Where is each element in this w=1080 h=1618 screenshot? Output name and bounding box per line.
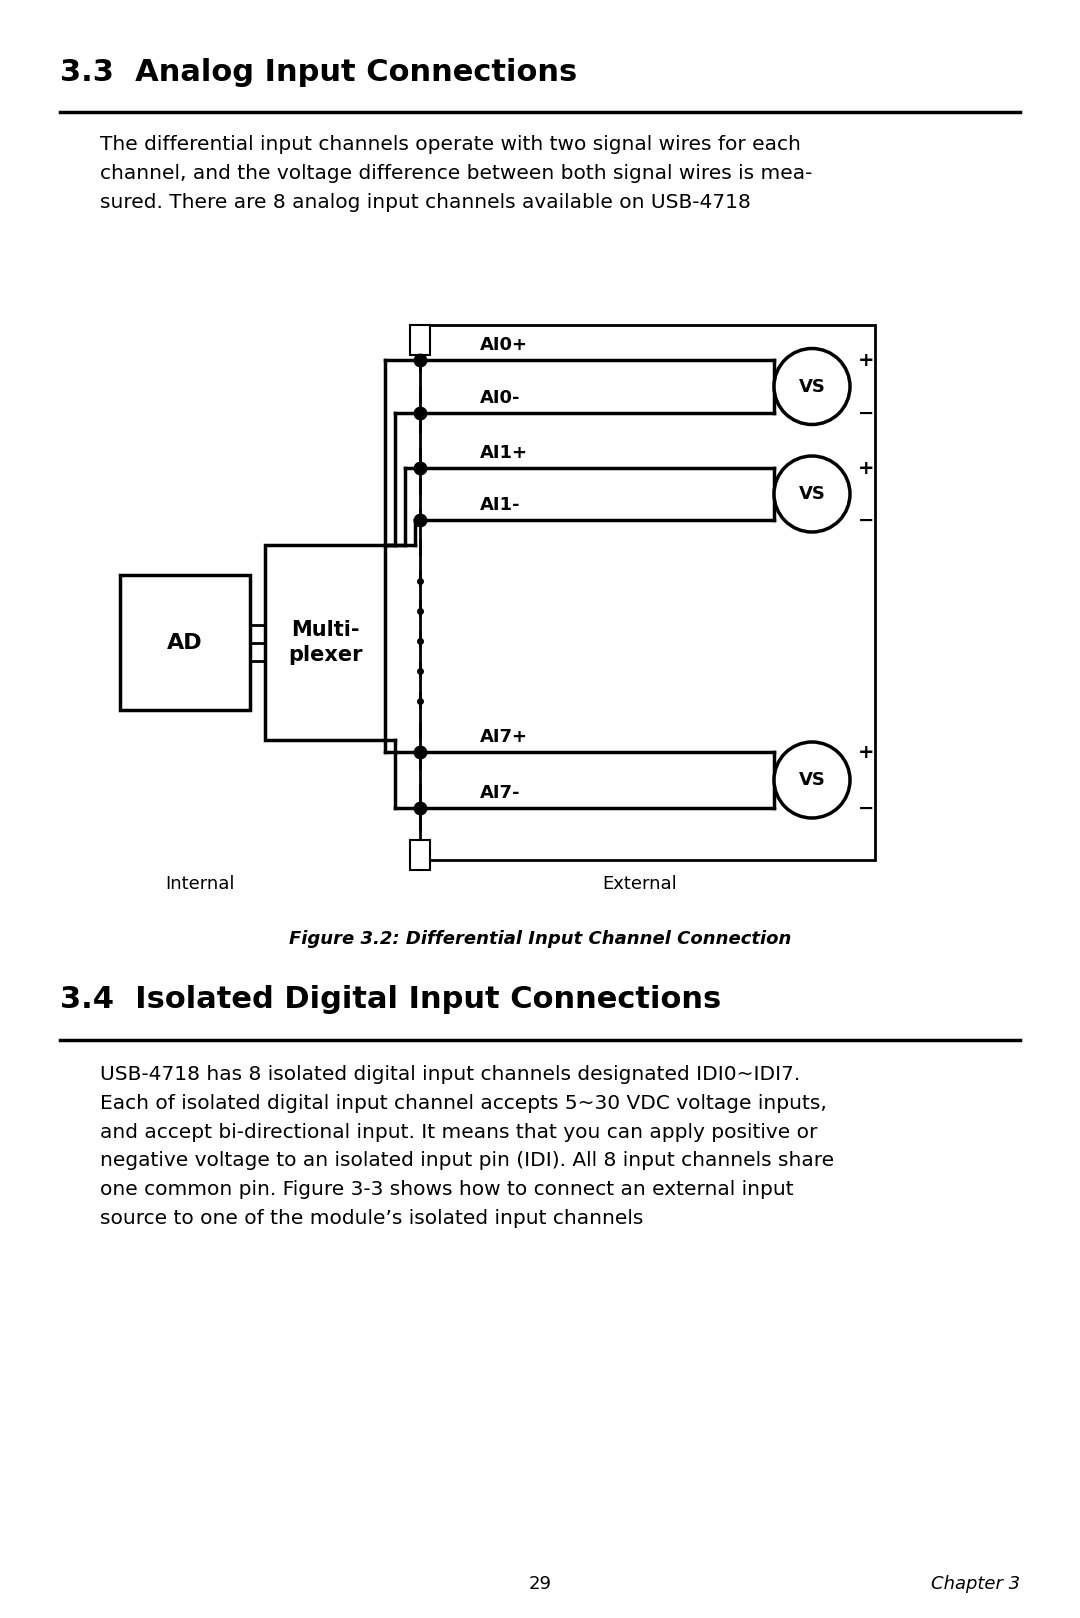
Bar [410, 325, 430, 354]
Text: AI0-: AI0- [480, 388, 521, 408]
Circle shape [774, 743, 850, 819]
Bar [265, 545, 384, 739]
Text: Internal: Internal [165, 875, 234, 893]
Circle shape [774, 456, 850, 532]
Text: −: − [858, 403, 875, 422]
Text: +: + [858, 458, 875, 477]
Text: 29: 29 [528, 1574, 552, 1594]
Text: AD: AD [167, 633, 203, 652]
Text: The differential input channels operate with two signal wires for each
channel, : The differential input channels operate … [100, 134, 812, 212]
Text: USB-4718 has 8 isolated digital input channels designated IDI0~IDI7.
Each of iso: USB-4718 has 8 isolated digital input ch… [100, 1065, 834, 1228]
Text: AI0+: AI0+ [480, 337, 528, 354]
Text: −: − [858, 799, 875, 817]
Circle shape [774, 348, 850, 424]
Text: Chapter 3: Chapter 3 [931, 1574, 1020, 1594]
Bar [420, 325, 875, 861]
Text: AI1-: AI1- [480, 497, 521, 515]
Text: Multi-
plexer: Multi- plexer [287, 620, 362, 665]
Text: 3.4  Isolated Digital Input Connections: 3.4 Isolated Digital Input Connections [60, 985, 721, 1014]
Bar [120, 574, 249, 710]
Text: AI7+: AI7+ [480, 728, 528, 746]
Text: VS: VS [798, 377, 825, 395]
Text: VS: VS [798, 772, 825, 790]
Bar [410, 840, 430, 870]
Text: AI1+: AI1+ [480, 443, 528, 463]
Text: Figure 3.2: Differential Input Channel Connection: Figure 3.2: Differential Input Channel C… [288, 930, 792, 948]
Text: VS: VS [798, 485, 825, 503]
Text: AI7-: AI7- [480, 785, 521, 803]
Text: −: − [858, 511, 875, 529]
Text: +: + [858, 351, 875, 369]
Text: +: + [858, 743, 875, 762]
Text: External: External [603, 875, 677, 893]
Text: 3.3  Analog Input Connections: 3.3 Analog Input Connections [60, 58, 577, 87]
